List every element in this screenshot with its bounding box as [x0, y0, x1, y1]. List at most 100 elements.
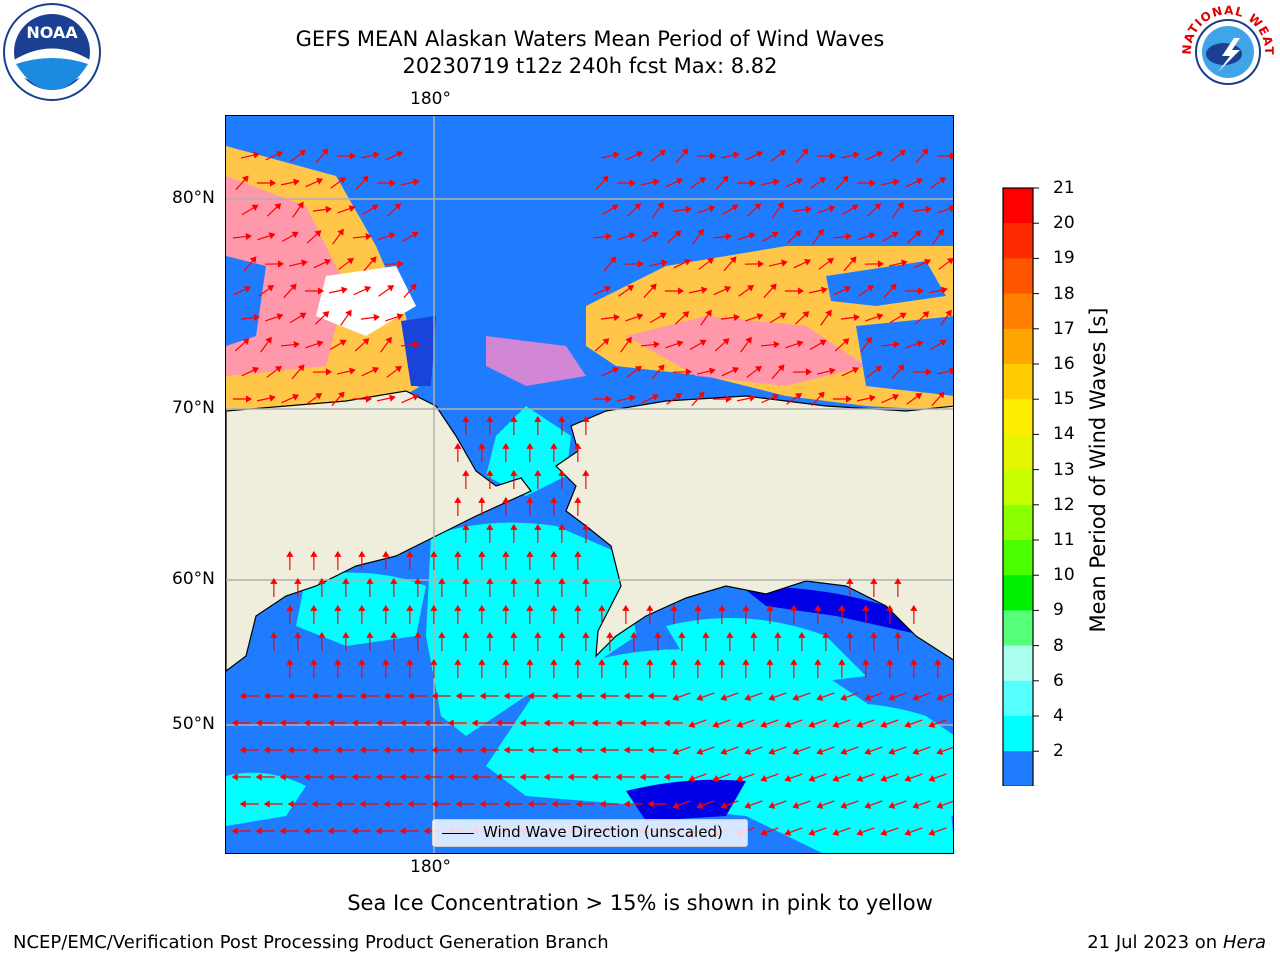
wind-arrow-head	[310, 604, 318, 611]
wind-arrow-head	[454, 550, 462, 557]
wind-arrow-head	[550, 604, 558, 611]
wind-arrow-head	[792, 693, 800, 701]
wind-arrow-head	[527, 746, 534, 754]
wind-arrow-head	[349, 152, 357, 160]
wind-arrow-head	[745, 336, 752, 344]
colorbar	[1002, 187, 1039, 786]
wind-arrow-head	[486, 631, 494, 638]
wind-arrow-head	[503, 692, 510, 700]
wind-arrow-head	[724, 286, 732, 293]
wind-arrow-head	[696, 747, 704, 755]
wind-arrow-head	[766, 604, 774, 611]
wind-arrow-head	[605, 232, 612, 241]
wind-arrow-head	[318, 631, 326, 638]
wind-arrow-head	[853, 313, 860, 322]
wind-arrow-head	[574, 658, 582, 665]
wind-arrow-head	[231, 719, 238, 727]
wind-arrow-head	[310, 658, 318, 665]
wind-arrow-head	[366, 577, 374, 584]
wind-arrow-head	[510, 523, 518, 530]
wind-arrow-head	[337, 228, 344, 236]
wind-arrow-head	[659, 312, 667, 319]
wind-arrow-head	[649, 283, 657, 291]
wind-arrow-head	[634, 365, 642, 373]
wind-arrow-head	[263, 692, 270, 700]
wind-arrow-head	[335, 746, 342, 754]
wind-arrow-head	[744, 747, 752, 755]
wind-arrow-head	[697, 228, 704, 236]
wind-arrow-head	[910, 658, 918, 665]
wind-arrow-head	[462, 415, 470, 422]
wind-arrow-head	[709, 367, 716, 375]
wind-arrow-head	[339, 177, 347, 184]
wind-arrow-head	[251, 204, 259, 211]
lat-label-60: 60°N	[172, 569, 215, 589]
wind-arrow-head	[431, 746, 438, 754]
wind-arrow-head	[949, 152, 953, 160]
wind-arrow-head	[757, 260, 765, 268]
wind-arrow-head	[684, 258, 692, 266]
wind-arrow-head	[615, 773, 622, 781]
wind-arrow-head	[630, 631, 638, 638]
wind-arrow-head	[348, 205, 356, 213]
wind-arrow-head	[939, 339, 947, 347]
wind-arrow-head	[948, 205, 953, 213]
wind-arrow-head	[399, 773, 406, 781]
wind-arrow-head	[678, 631, 686, 638]
wind-arrow-head	[760, 720, 768, 728]
wind-arrow-head	[269, 394, 276, 402]
wind-arrow-head	[936, 693, 944, 701]
wind-arrow-head	[888, 693, 896, 701]
wind-arrow-head	[375, 719, 382, 727]
map-panel	[225, 115, 954, 854]
wind-arrow-head	[720, 747, 728, 755]
wind-arrow-head	[654, 631, 662, 638]
wind-arrow-head	[574, 604, 582, 611]
wind-arrow-head	[239, 692, 246, 700]
wind-arrow-head	[406, 604, 414, 611]
wind-arrow-head	[718, 604, 726, 611]
wind-arrow-head	[263, 746, 270, 754]
wind-arrow-head	[245, 232, 252, 241]
wind-arrow-head	[880, 774, 888, 782]
wind-arrow-head	[503, 800, 510, 808]
wind-arrow-head	[478, 658, 486, 665]
colorbar-segment	[1003, 680, 1033, 717]
wind-arrow-head	[828, 205, 836, 213]
wind-arrow-head	[297, 201, 304, 209]
wind-arrow-head	[430, 658, 438, 665]
wind-arrow-head	[916, 340, 924, 348]
wind-arrow-head	[567, 719, 574, 727]
colorbar-segment	[1003, 610, 1033, 647]
wind-arrow-head	[838, 658, 846, 665]
wind-arrow-head	[816, 747, 824, 755]
wind-arrow-head	[383, 692, 390, 700]
wind-arrow-head	[798, 631, 806, 638]
wind-arrow-head	[699, 177, 707, 184]
wind-arrow-head	[742, 604, 750, 611]
wind-arrow-head	[685, 368, 693, 376]
wind-arrow-head	[627, 285, 635, 292]
wind-arrow-head	[346, 257, 354, 265]
wind-arrow-head	[773, 178, 780, 186]
nws-logo: NATIONAL WEATHER SERVICE	[1178, 2, 1276, 100]
wind-arrow-head	[478, 496, 486, 503]
wind-arrow-head	[267, 285, 275, 292]
wind-arrow-head	[551, 800, 558, 808]
wind-arrow-head	[888, 801, 896, 809]
wind-arrow-head	[574, 442, 582, 449]
wind-arrow-head	[825, 309, 832, 317]
wind-arrow-head	[647, 746, 654, 754]
wind-arrow-head	[431, 800, 438, 808]
wind-arrow-head	[358, 550, 366, 557]
wind-arrow-head	[550, 550, 558, 557]
footer-right: 21 Jul 2023 on Hera	[1087, 932, 1266, 953]
wind-arrow-head	[550, 658, 558, 665]
wind-arrow-head	[479, 800, 486, 808]
wind-arrow-head	[856, 774, 864, 782]
wind-arrow-head	[899, 312, 907, 319]
wind-arrow-head	[706, 257, 714, 265]
wind-arrow-head	[322, 311, 330, 318]
wind-arrow-head	[754, 365, 762, 373]
colorbar-tick-label: 13	[1053, 459, 1075, 480]
